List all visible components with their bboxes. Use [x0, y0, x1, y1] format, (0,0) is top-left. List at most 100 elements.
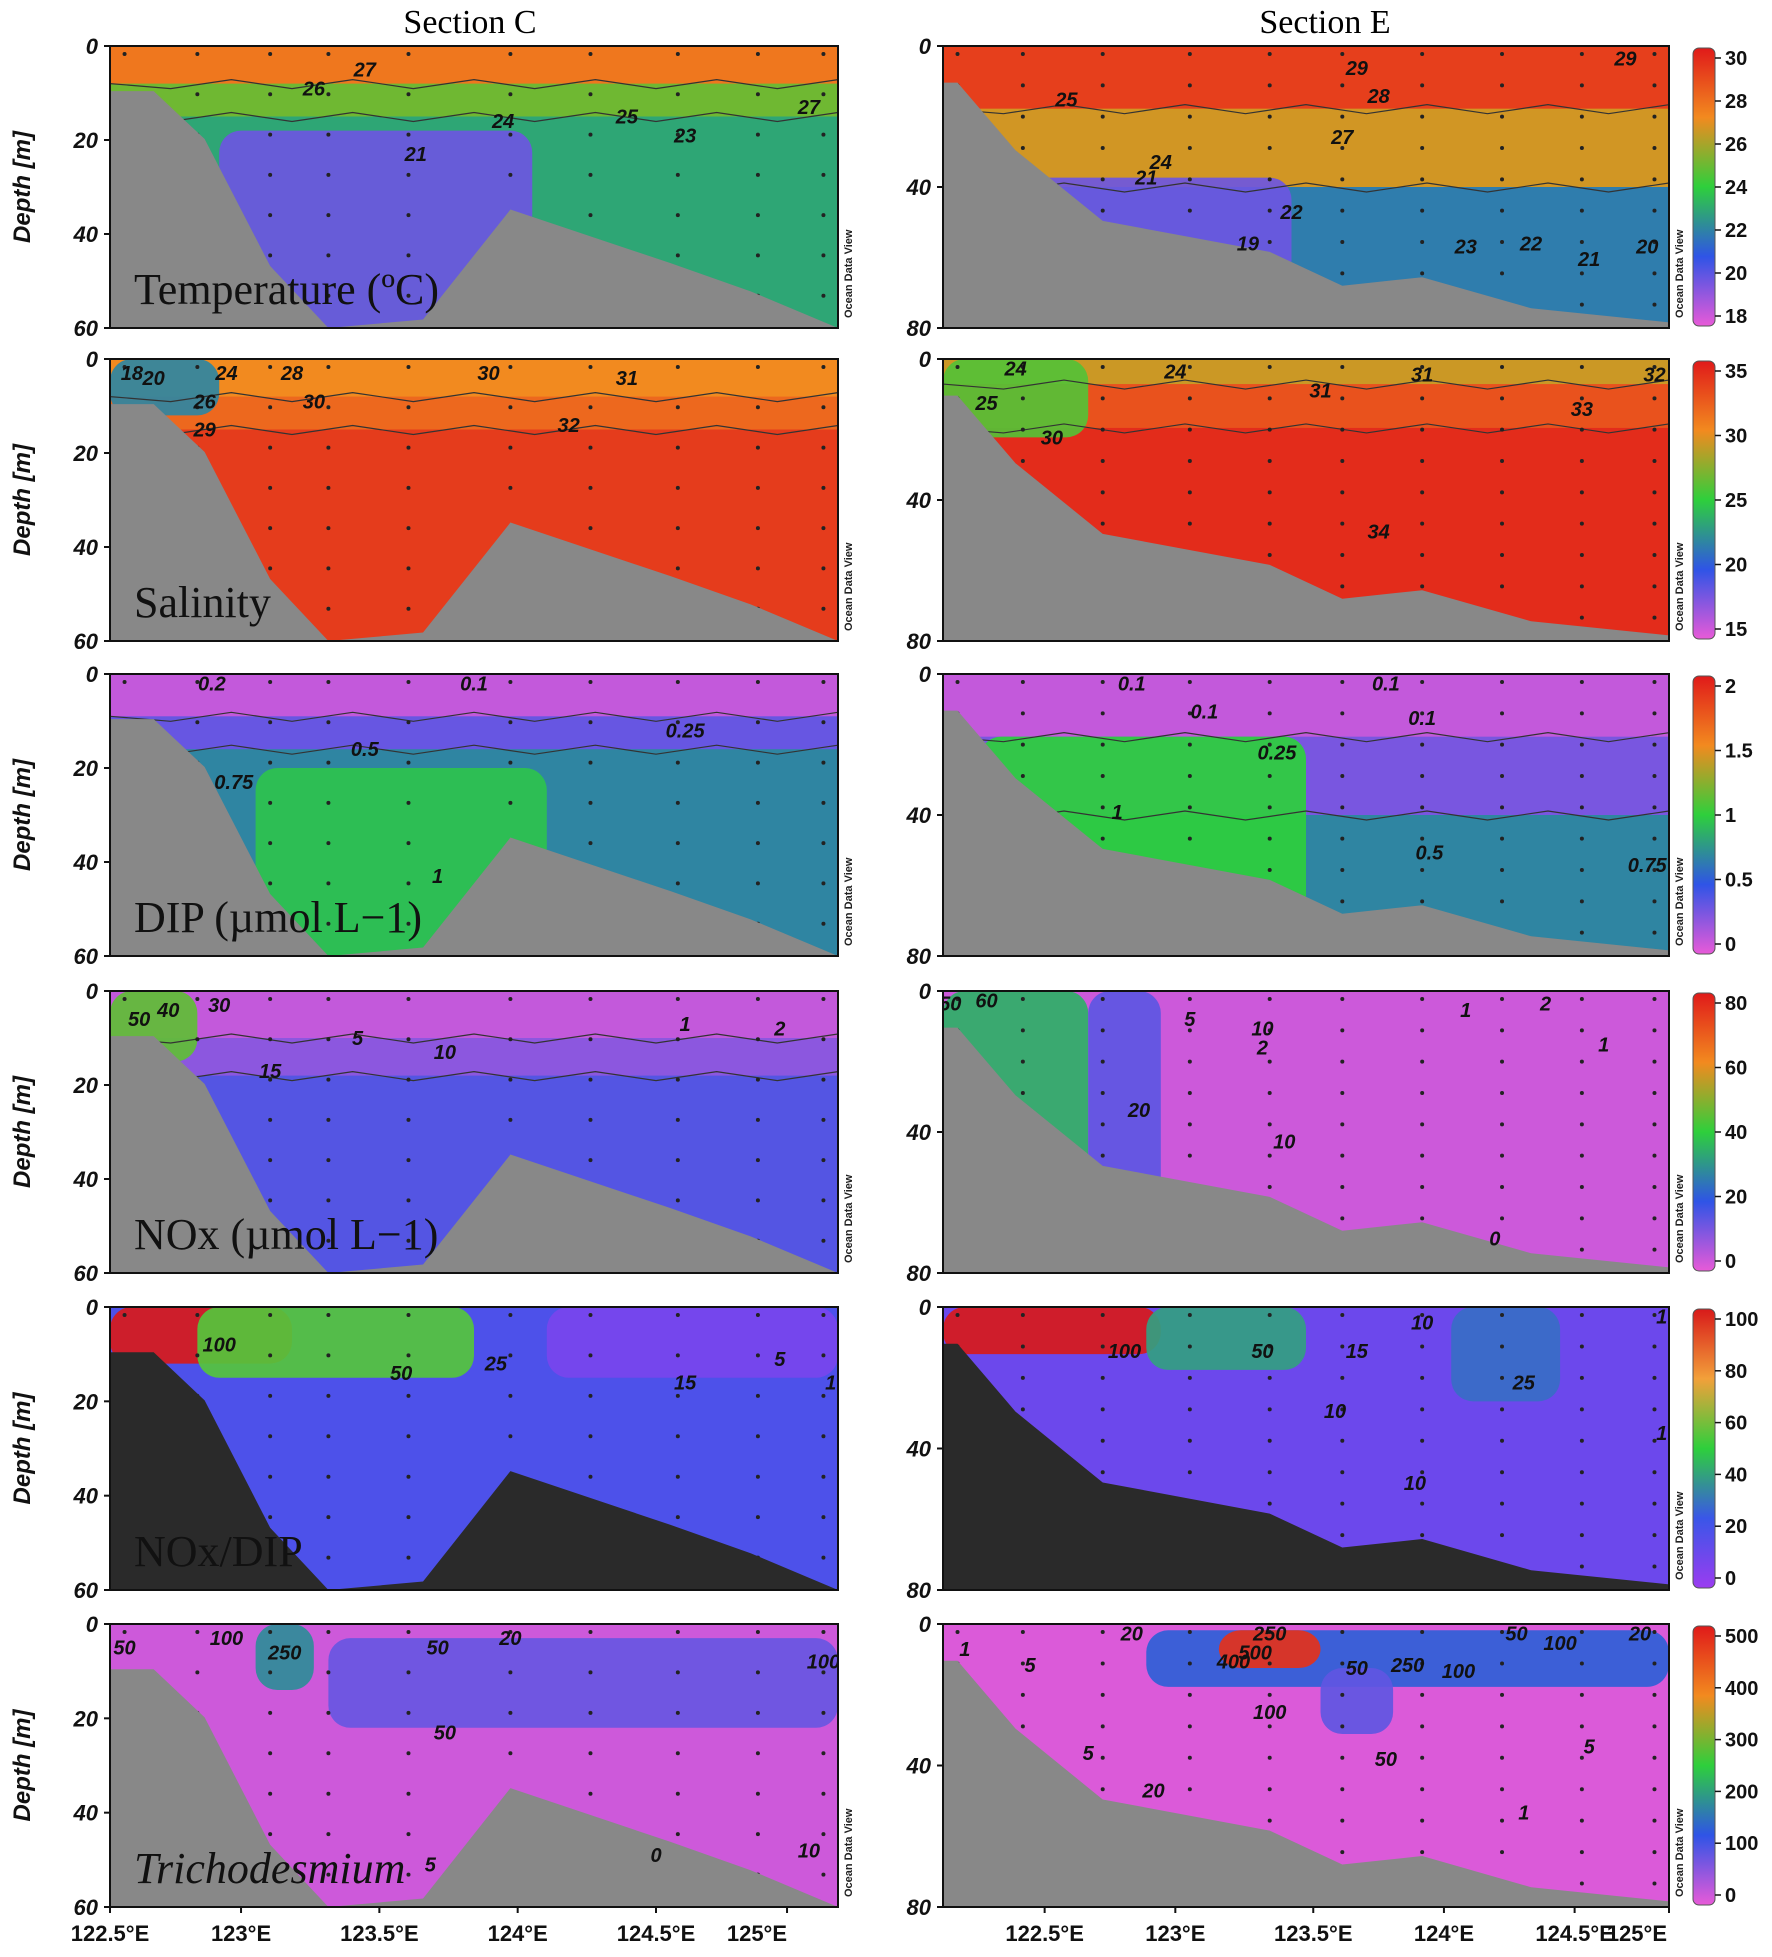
station-point: [1267, 1692, 1272, 1697]
station-point: [588, 1670, 593, 1675]
station-point: [1187, 1470, 1192, 1475]
station-point: [675, 405, 680, 410]
station-point: [1020, 1724, 1025, 1729]
station-point: [1420, 396, 1425, 401]
station-point: [588, 1117, 593, 1122]
station-point: [1340, 1787, 1345, 1792]
station-point: [406, 253, 411, 258]
station-point: [508, 1751, 513, 1756]
station-point: [1187, 1787, 1192, 1792]
station-point: [1652, 774, 1657, 778]
station-point: [675, 1393, 680, 1398]
station-point: [508, 1670, 513, 1675]
field-layer: [110, 991, 838, 1038]
y-tick-label: 60: [74, 629, 99, 654]
station-point: [1340, 271, 1345, 276]
station-point: [1020, 680, 1025, 684]
station-point: [1340, 997, 1345, 1001]
station-point: [755, 1515, 760, 1520]
station-point: [1420, 584, 1425, 589]
station-point: [1420, 1216, 1425, 1221]
contour-label: 5: [1184, 1009, 1196, 1031]
station-point: [1100, 742, 1105, 747]
plot-frame: [109, 1306, 839, 1591]
station-point: [326, 841, 331, 846]
y-tick-label: 40: [73, 1167, 99, 1192]
station-point: [588, 1434, 593, 1439]
station-point: [821, 1077, 826, 1082]
contour-label: 23: [1454, 237, 1477, 259]
contour-label: 5: [774, 1349, 786, 1371]
station-point: [1579, 1881, 1584, 1886]
station-point: [1020, 396, 1025, 401]
field-layer: [110, 359, 838, 397]
station-point: [1652, 1724, 1657, 1729]
station-point: [406, 1077, 411, 1082]
station-point: [326, 405, 331, 410]
station-point: [1340, 1313, 1345, 1317]
y-tick-label: 0: [919, 662, 932, 687]
station-point: [326, 1393, 331, 1398]
station-point: [326, 1198, 331, 1203]
station-point: [1420, 521, 1425, 526]
colorbar-tick-label: 26: [1725, 134, 1747, 156]
station-point: [1579, 1153, 1584, 1158]
station-point: [1020, 459, 1025, 463]
station-point: [1420, 83, 1425, 88]
station-point: [1187, 805, 1192, 810]
station-point: [326, 365, 331, 369]
station-point: [588, 1077, 593, 1082]
station-point: [406, 293, 411, 298]
colorbar-tick-label: 500: [1725, 1626, 1758, 1648]
station-point: [1579, 1247, 1584, 1252]
colorbar-tick-label: 30: [1725, 426, 1747, 448]
station-point: [675, 1198, 680, 1203]
contour-label: 10: [798, 1840, 820, 1862]
station-point: [1579, 1533, 1584, 1538]
contour-label: 22: [1519, 233, 1542, 255]
contour-label: 27: [797, 97, 821, 119]
contour-label: 50: [128, 1009, 150, 1031]
station-point: [508, 1077, 513, 1082]
station-point: [675, 1791, 680, 1796]
colorbar-tick-label: 0: [1725, 934, 1736, 956]
station-point: [268, 800, 273, 805]
station-point: [675, 213, 680, 218]
contour-label: 1: [959, 1639, 970, 1661]
station-point: [1020, 742, 1025, 747]
section-field: 18 20 24 28 30 31 26 30 29 32: [110, 359, 838, 641]
y-tick-label: 0: [86, 1612, 99, 1637]
contour-label: 20: [1628, 1623, 1651, 1645]
station-point: [1420, 711, 1425, 716]
station-point: [326, 52, 331, 56]
station-point: [1652, 271, 1657, 276]
colorbar-tick-label: 60: [1725, 1413, 1747, 1435]
station-point: [1187, 1661, 1192, 1666]
station-point: [1267, 114, 1272, 119]
station-point: [1100, 1313, 1105, 1317]
station-point: [821, 800, 826, 805]
station-point: [1420, 1661, 1425, 1666]
station-point: [1020, 114, 1025, 119]
station-point: [675, 760, 680, 765]
station-point: [326, 1037, 331, 1042]
station-point: [1267, 521, 1272, 526]
x-tick-label: 123.5°E: [1274, 1921, 1353, 1946]
contour-label: 31: [1411, 365, 1433, 387]
y-tick-label: 60: [74, 1261, 99, 1286]
station-point: [1187, 177, 1192, 182]
station-point: [1652, 1122, 1657, 1127]
station-point: [1500, 584, 1505, 589]
station-point: [326, 172, 331, 177]
station-point: [326, 1158, 331, 1163]
station-point: [406, 172, 411, 177]
x-tick-label: 122.5°E: [1005, 1921, 1084, 1946]
station-point: [1267, 805, 1272, 810]
plot-frame: [109, 673, 839, 957]
station-point: [1187, 83, 1192, 88]
station-point: [755, 213, 760, 218]
station-point: [406, 1791, 411, 1796]
station-point: [268, 1710, 273, 1715]
station-point: [1500, 1724, 1505, 1729]
